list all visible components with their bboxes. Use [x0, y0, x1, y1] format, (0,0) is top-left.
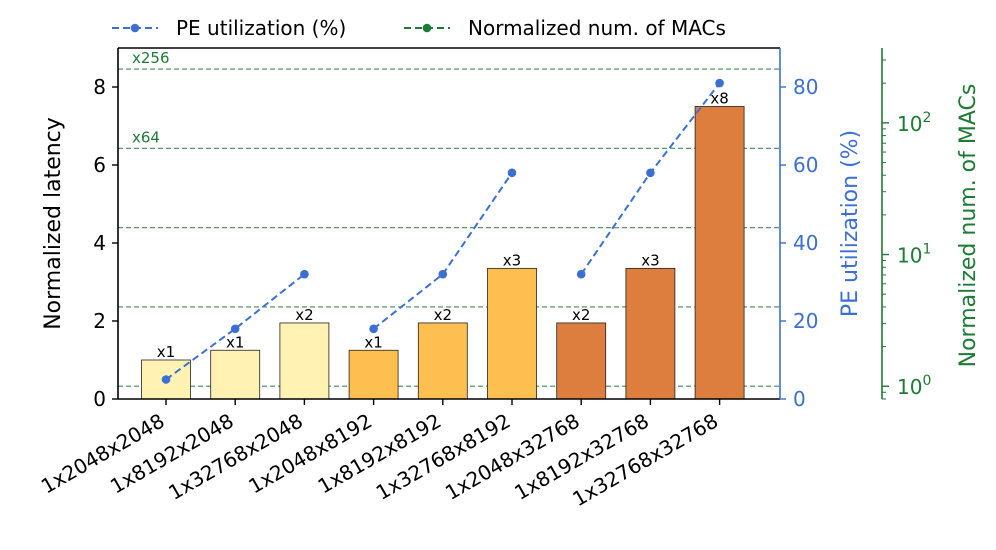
- pe-point: [369, 324, 378, 334]
- latency-bar: [556, 322, 607, 400]
- legend-label: Normalized num. of MACs: [468, 16, 726, 40]
- bar-label: x2: [572, 306, 590, 324]
- pe-point: [161, 375, 171, 384]
- left-tick-label: 0: [93, 387, 106, 411]
- latency-bar: [625, 267, 676, 400]
- pe-point: [438, 269, 448, 279]
- latency-bar: [694, 106, 745, 400]
- macs-axis-label: Normalized num. of MACs: [956, 84, 981, 368]
- pe-line: [165, 273, 306, 381]
- pe-tick-label: 60: [793, 153, 818, 177]
- legend-swatch-marker: [130, 23, 140, 33]
- bar-label: x1: [364, 333, 382, 351]
- latency-bar: [417, 322, 468, 400]
- pe-tick-label: 40: [793, 231, 818, 255]
- pe-axis-label: PE utilization (%): [838, 130, 863, 317]
- legend-swatch-marker: [422, 23, 432, 33]
- legend: PE utilization (%) Normalized num. of MAC…: [112, 16, 726, 40]
- bar-labels: x1 x1 x2 x1 x2 x3 x2 x3 x8: [157, 90, 729, 362]
- pe-point: [715, 78, 724, 88]
- bar-label: x2: [434, 306, 452, 324]
- pe-utilization-lines: [161, 78, 724, 384]
- latency-bar: [279, 322, 330, 400]
- bar-label: x1: [157, 343, 175, 361]
- pe-tick-label: 20: [793, 309, 818, 333]
- pe-point: [507, 168, 517, 178]
- latency-bars: [141, 106, 745, 400]
- bar-label: x8: [710, 90, 728, 108]
- macs-tick-exponent: 0: [922, 373, 931, 389]
- left-axis-label: Normalized latency: [41, 117, 66, 330]
- latency-bar: [487, 267, 537, 400]
- plot-frame: [117, 47, 883, 400]
- macs-tick-label: 102: [897, 110, 931, 136]
- left-tick-label: 6: [93, 153, 106, 177]
- bar-label: x2: [295, 306, 313, 324]
- pe-point: [576, 269, 586, 279]
- left-tick-label: 8: [93, 75, 106, 99]
- left-tick-label: 4: [93, 231, 106, 255]
- macs-tick-label: 100: [897, 373, 931, 399]
- pe-point: [300, 269, 309, 279]
- macs-annotation: x64: [132, 128, 160, 146]
- bar-label: x1: [226, 333, 244, 351]
- latency-bar: [348, 349, 399, 400]
- bar-label: x3: [641, 251, 659, 269]
- legend-label: PE utilization (%): [176, 16, 346, 40]
- macs-tick-exponent: 1: [922, 242, 931, 258]
- pe-point: [230, 324, 240, 334]
- pe-tick-label: 0: [793, 387, 806, 411]
- pe-point: [646, 168, 655, 178]
- macs-annotation: x256: [132, 49, 170, 67]
- macs-tick-exponent: 2: [922, 110, 931, 126]
- pe-tick-label: 80: [793, 75, 818, 99]
- left-tick-label: 2: [93, 309, 106, 333]
- bar-label: x3: [503, 251, 521, 269]
- latency-bar: [210, 349, 261, 400]
- macs-tick-label: 101: [897, 242, 931, 268]
